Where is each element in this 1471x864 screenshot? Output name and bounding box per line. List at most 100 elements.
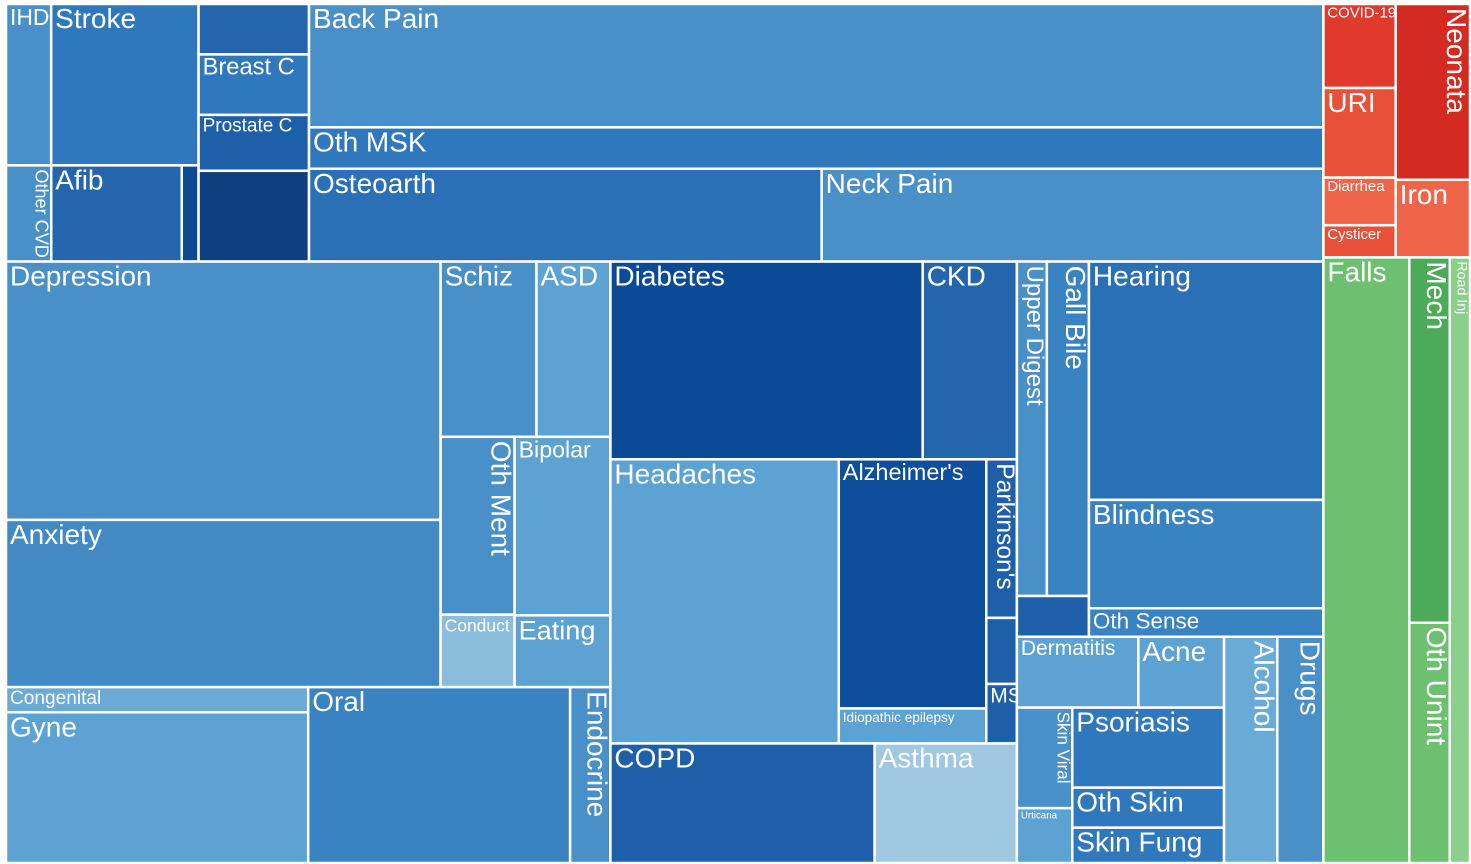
tile-label: Asthma: [879, 742, 974, 773]
tile-label-group: Upper Digest: [1021, 266, 1048, 406]
tile: [1015, 706, 1074, 810]
tile-label: Diarrhea: [1327, 179, 1385, 195]
tile-label-group: Hearing: [1093, 262, 1191, 292]
tile-label-group: Asthma: [879, 742, 974, 773]
tile-label-group: COPD: [614, 742, 695, 773]
tile-label: Alzheimer's: [843, 459, 964, 485]
tile-label: Depression: [10, 261, 152, 292]
tile: [197, 2, 311, 56]
tile-label: Urticaria: [1021, 811, 1058, 822]
tile-label: URI: [1327, 87, 1375, 118]
tile: [921, 260, 1019, 461]
tile-label-group: Diabetes: [614, 262, 725, 292]
tile-label-group: Mech: [1421, 261, 1452, 329]
tile-label-group: Iron: [1400, 179, 1448, 210]
tile: [985, 616, 1019, 686]
tile-label: Skin Fung: [1076, 827, 1202, 858]
tile-label: Oth Sense: [1093, 608, 1199, 633]
tile-label-group: COVID-19: [1327, 6, 1395, 22]
tile-label-group: Skin Fung: [1076, 827, 1202, 858]
tile-label: Conduct: [445, 615, 510, 635]
tile-label-group: Dermatitis: [1021, 637, 1116, 660]
tile: [873, 742, 1019, 864]
tile: [306, 685, 572, 864]
tile-label: Cysticer: [1327, 227, 1381, 243]
tile-label-group: MS: [990, 684, 1022, 707]
tile: [1448, 256, 1471, 864]
tile: [1322, 2, 1397, 90]
tile: [513, 614, 612, 689]
tile-label: ASD: [540, 261, 598, 292]
tile-label-group: URI: [1327, 87, 1375, 118]
tile: [307, 126, 1325, 171]
tile-label-group: Blindness: [1093, 500, 1214, 530]
tile-label-group: Idiopathic epilepsy: [843, 710, 955, 725]
tile-label-group: Schiz: [445, 261, 513, 292]
tile-label-group: Back Pain: [313, 3, 439, 34]
tile-label: Oth MSK: [313, 126, 427, 157]
tile: [197, 169, 311, 263]
tile-label-group: Urticaria: [1021, 811, 1058, 822]
tile: [1394, 178, 1471, 259]
tile: [1394, 2, 1471, 182]
tile-label: Upper Digest: [1021, 266, 1048, 406]
tile: [985, 682, 1019, 745]
tile-label-group: Breast C: [203, 54, 295, 80]
tile-label: CKD: [927, 261, 986, 292]
tile-label: Oral: [312, 686, 365, 717]
tile-label: Falls: [1327, 256, 1386, 287]
tile-label: Prostate C: [203, 116, 293, 137]
tile: [837, 458, 988, 710]
tile: [1087, 607, 1325, 639]
tile: [609, 260, 924, 461]
tile-label: Back Pain: [313, 3, 439, 34]
tile-label-group: CKD: [927, 261, 986, 292]
tile-label: Endocrine: [581, 691, 612, 817]
tile: [820, 167, 1325, 263]
tile-label: Schiz: [445, 261, 513, 292]
tile-label: Afib: [55, 164, 103, 195]
tile-label: Bipolar: [519, 437, 591, 463]
tile-label: Eating: [519, 614, 596, 645]
tile-label: Parkinson's: [991, 463, 1018, 589]
tile-label-group: Diarrhea: [1327, 179, 1385, 195]
tile-label: Oth Unint: [1421, 627, 1452, 745]
tile: [1322, 176, 1397, 227]
tile-label-group: Oral: [312, 686, 365, 717]
tile: [1408, 621, 1452, 864]
tile-label: Neonata: [1441, 8, 1471, 114]
tile-label: COPD: [614, 742, 695, 773]
tile-label-group: Anxiety: [10, 520, 102, 550]
tile-label-group: Oth Sense: [1093, 608, 1199, 633]
tile-label: Osteoarth: [313, 168, 436, 199]
tile: [49, 2, 200, 167]
tile-label-group: Prostate C: [203, 116, 293, 137]
tile: [307, 2, 1325, 129]
tile-label-group: Acne: [1142, 636, 1206, 667]
tile-label: Acne: [1142, 636, 1206, 667]
tile: [4, 260, 442, 522]
tile-label-group: Skin Viral: [1053, 712, 1072, 784]
tile-label: Dermatitis: [1021, 637, 1116, 660]
tile-label-group: Alcohol: [1248, 641, 1277, 733]
tile: [1071, 706, 1226, 789]
tile-label: Oth Skin: [1076, 787, 1183, 818]
tile-label: Gyne: [10, 711, 77, 742]
tile-label: Stroke: [55, 3, 136, 34]
tile-label-group: Alzheimer's: [843, 459, 964, 485]
tile-label: Iron: [1400, 179, 1448, 210]
tile-label-group: Falls: [1327, 256, 1386, 287]
tile-label-group: ASD: [540, 261, 598, 292]
tile-label: MS: [990, 684, 1022, 707]
tile-label: Oth Ment: [486, 441, 517, 556]
tile-label: Mech: [1421, 261, 1452, 329]
tile-label-group: Conduct: [445, 615, 510, 635]
tile-label-group: Eating: [519, 614, 596, 645]
tile: [609, 742, 876, 864]
tile-label: Headaches: [614, 458, 756, 489]
tile-label-group: Oth Unint: [1421, 627, 1452, 745]
tile-label: Skin Viral: [1053, 712, 1072, 784]
tile-label-group: IHD: [10, 4, 49, 30]
